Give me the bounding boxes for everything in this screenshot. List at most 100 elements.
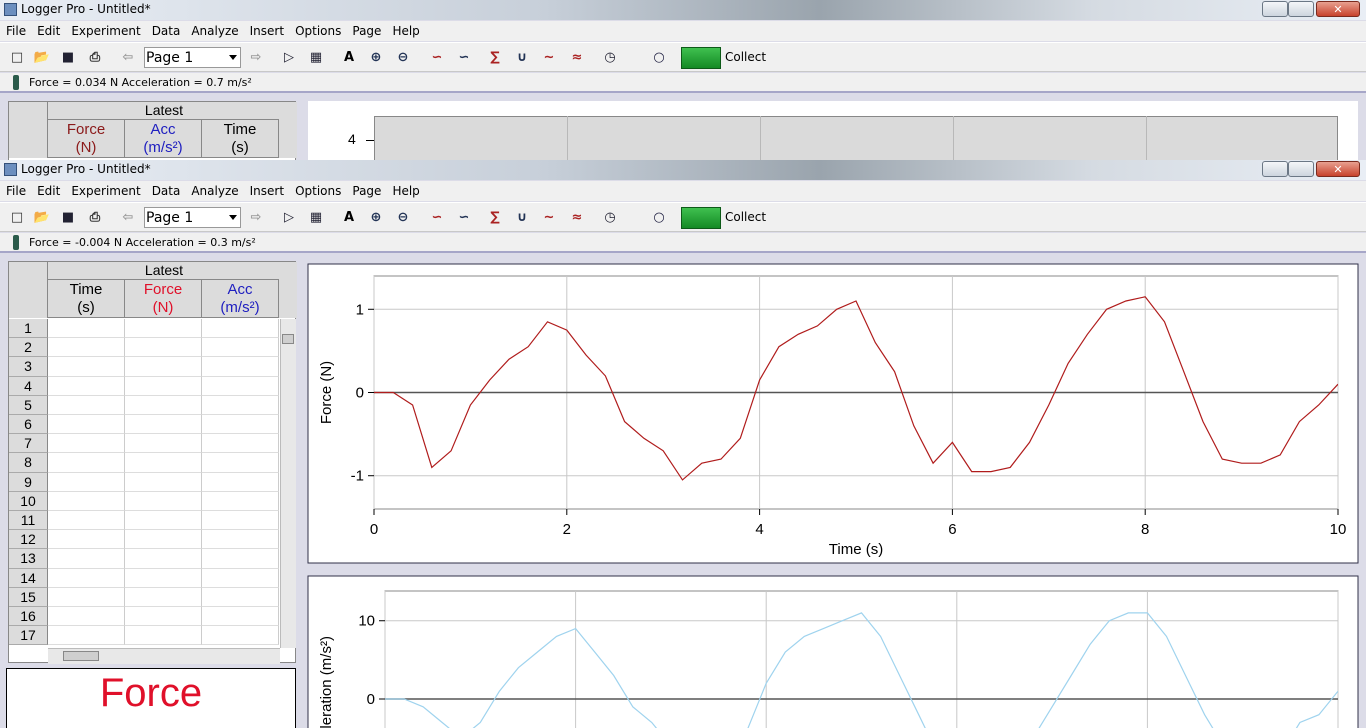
table-cell[interactable] xyxy=(125,453,202,473)
toolbar-button[interactable]: ⇦ xyxy=(122,49,134,65)
toolbar-button[interactable]: ⇨ xyxy=(250,49,262,65)
table-cell[interactable] xyxy=(202,626,279,646)
toolbar-button[interactable]: □ xyxy=(10,49,24,65)
menu-item[interactable]: Edit xyxy=(37,24,61,38)
table-cell[interactable] xyxy=(202,395,279,415)
toolbar-button[interactable]: ∑ xyxy=(490,49,500,65)
table-cell[interactable] xyxy=(202,587,279,607)
toolbar-button[interactable]: ○ xyxy=(653,209,665,225)
toolbar-button[interactable]: ∑ xyxy=(490,209,500,225)
table-cell[interactable] xyxy=(125,357,202,377)
table-cell[interactable] xyxy=(202,319,279,339)
toolbar-button[interactable]: ∪ xyxy=(516,209,528,225)
menu-item[interactable]: Analyze xyxy=(191,184,239,198)
table-cell[interactable] xyxy=(202,607,279,627)
toolbar-button[interactable]: ○ xyxy=(653,49,665,65)
toolbar-button[interactable]: 📂 xyxy=(33,49,51,65)
table-cell[interactable] xyxy=(125,491,202,511)
menu-item[interactable]: Data xyxy=(151,184,181,198)
menu-item[interactable]: Help xyxy=(392,24,420,38)
table-cell[interactable] xyxy=(48,530,125,550)
table-cell[interactable] xyxy=(125,549,202,569)
table-cell[interactable] xyxy=(48,587,125,607)
table-cell[interactable] xyxy=(125,530,202,550)
table-cell[interactable] xyxy=(202,549,279,569)
table-cell[interactable] xyxy=(48,607,125,627)
page-dropdown[interactable]: Page 1 xyxy=(144,207,241,228)
toolbar-button[interactable]: ≈ xyxy=(571,209,583,225)
menu-item[interactable]: Experiment xyxy=(71,24,141,38)
menu-item[interactable]: Help xyxy=(392,184,420,198)
toolbar-button[interactable]: ⎙ xyxy=(89,49,101,65)
toolbar-button[interactable]: ⊖ xyxy=(397,49,409,65)
table-cell[interactable] xyxy=(125,607,202,627)
table-cell[interactable] xyxy=(125,626,202,646)
collect-button[interactable] xyxy=(681,47,721,69)
menu-item[interactable]: Insert xyxy=(249,24,285,38)
table-cell[interactable] xyxy=(125,415,202,435)
menu-item[interactable]: Page xyxy=(352,184,382,198)
table-cell[interactable] xyxy=(202,453,279,473)
table-cell[interactable] xyxy=(48,376,125,396)
toolbar-button[interactable]: ▷ xyxy=(284,209,294,225)
toolbar-button[interactable]: □ xyxy=(10,209,24,225)
table-cell[interactable] xyxy=(48,415,125,435)
table-cell[interactable] xyxy=(48,395,125,415)
table-cell[interactable] xyxy=(48,319,125,339)
table-cell[interactable] xyxy=(125,587,202,607)
toolbar-button[interactable]: 📂 xyxy=(33,209,51,225)
toolbar-button[interactable]: ∽ xyxy=(458,209,470,225)
table-cell[interactable] xyxy=(48,626,125,646)
toolbar-button[interactable]: ∼ xyxy=(543,49,555,65)
toolbar-button[interactable]: ◷ xyxy=(604,49,616,65)
table-cell[interactable] xyxy=(125,511,202,531)
table-cell[interactable] xyxy=(125,376,202,396)
table-cell[interactable] xyxy=(125,338,202,358)
toolbar-button[interactable]: A xyxy=(343,209,355,225)
table-cell[interactable] xyxy=(202,415,279,435)
table-cell[interactable] xyxy=(202,511,279,531)
collect-button[interactable] xyxy=(681,207,721,229)
menu-item[interactable]: Analyze xyxy=(191,24,239,38)
toolbar-button[interactable]: ∽ xyxy=(458,49,470,65)
toolbar-button[interactable]: ≈ xyxy=(571,49,583,65)
table-cell[interactable] xyxy=(202,357,279,377)
maximize-button[interactable] xyxy=(1288,161,1314,177)
toolbar-button[interactable]: ▦ xyxy=(309,49,323,65)
toolbar-button[interactable]: ⊕ xyxy=(370,49,382,65)
table-cell[interactable] xyxy=(202,376,279,396)
table-cell[interactable] xyxy=(125,472,202,492)
minimize-button[interactable] xyxy=(1262,161,1288,177)
table-cell[interactable] xyxy=(125,395,202,415)
toolbar-button[interactable]: ■ xyxy=(61,209,75,225)
menu-item[interactable]: Options xyxy=(295,184,342,198)
toolbar-button[interactable]: ∽ xyxy=(431,209,443,225)
table-cell[interactable] xyxy=(202,338,279,358)
table-cell[interactable] xyxy=(202,491,279,511)
table-cell[interactable] xyxy=(48,549,125,569)
table-cell[interactable] xyxy=(48,434,125,454)
table-cell[interactable] xyxy=(48,338,125,358)
menu-item[interactable]: File xyxy=(6,24,27,38)
toolbar-button[interactable]: A xyxy=(343,49,355,65)
table-cell[interactable] xyxy=(48,491,125,511)
minimize-button[interactable] xyxy=(1262,1,1288,17)
maximize-button[interactable] xyxy=(1288,1,1314,17)
page-dropdown[interactable]: Page 1 xyxy=(144,47,241,68)
toolbar-button[interactable]: ▷ xyxy=(284,49,294,65)
table-cell[interactable] xyxy=(48,357,125,377)
table-cell[interactable] xyxy=(48,453,125,473)
toolbar-button[interactable]: ⎙ xyxy=(89,209,101,225)
menu-item[interactable]: Edit xyxy=(37,184,61,198)
table-cell[interactable] xyxy=(202,472,279,492)
hscroll-thumb[interactable] xyxy=(63,651,99,661)
table-cell[interactable] xyxy=(125,319,202,339)
table-cell[interactable] xyxy=(125,434,202,454)
toolbar-button[interactable]: ◷ xyxy=(604,209,616,225)
table-cell[interactable] xyxy=(48,511,125,531)
menu-item[interactable]: Insert xyxy=(249,184,285,198)
table-cell[interactable] xyxy=(202,530,279,550)
scroll-thumb[interactable] xyxy=(282,334,294,344)
toolbar-button[interactable]: ⇨ xyxy=(250,209,262,225)
table-cell[interactable] xyxy=(202,434,279,454)
